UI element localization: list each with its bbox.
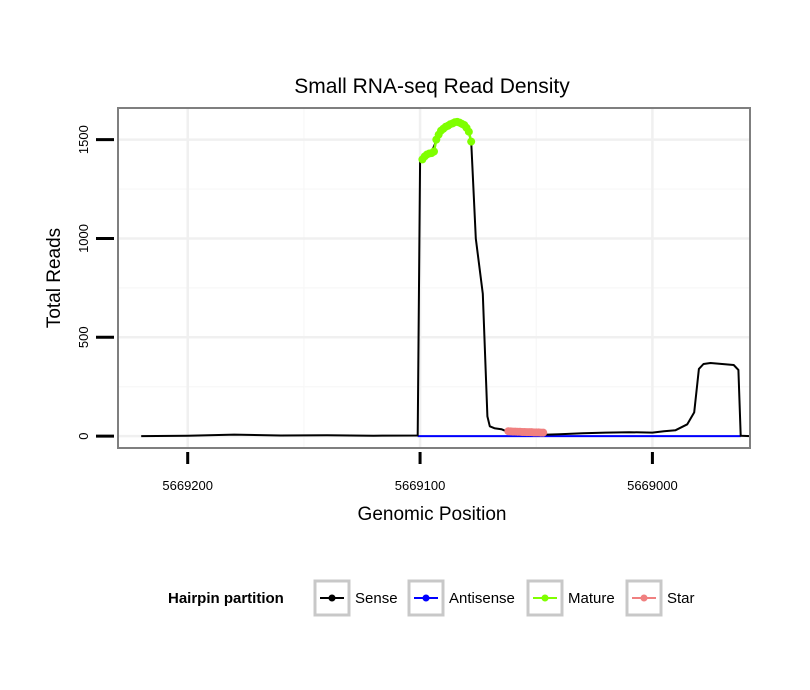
legend-point-sense [328, 594, 336, 602]
legend-label-sense: Sense [355, 590, 398, 607]
y-tick-label: 500 [76, 326, 91, 348]
legend-label-mature: Mature [568, 590, 615, 607]
panel-background [118, 108, 750, 448]
legend-point-star [640, 594, 648, 602]
legend-label-antisense: Antisense [449, 590, 515, 607]
y-axis-label: Total Reads [44, 228, 65, 328]
legend-label-star: Star [667, 590, 695, 607]
panel-border-rect [117, 107, 751, 449]
x-tick-label: 5669000 [627, 478, 678, 493]
legend-point-mature [541, 594, 549, 602]
legend: Hairpin partition Sense Antisense Mature St… [168, 579, 695, 617]
x-axis: 5669200 5669100 5669000 [162, 452, 678, 493]
plot-border [117, 107, 751, 449]
chart-title: Small RNA-seq Read Density [294, 75, 570, 98]
x-axis-label: Genomic Position [358, 504, 507, 525]
y-axis: 0 500 1000 1500 [76, 125, 114, 440]
star-point [539, 428, 548, 437]
x-tick-label: 5669200 [162, 478, 213, 493]
x-tick-label: 5669100 [395, 478, 446, 493]
mature-point [464, 127, 473, 136]
y-tick-label: 0 [76, 433, 91, 440]
plot-panel [118, 108, 750, 448]
y-tick-label: 1000 [76, 224, 91, 253]
legend-title: Hairpin partition [168, 590, 284, 607]
mature-point [430, 147, 438, 156]
series-layer [141, 117, 751, 438]
y-tick-label: 1500 [76, 125, 91, 154]
legend-point-antisense [422, 594, 430, 602]
mature-point [467, 137, 476, 146]
